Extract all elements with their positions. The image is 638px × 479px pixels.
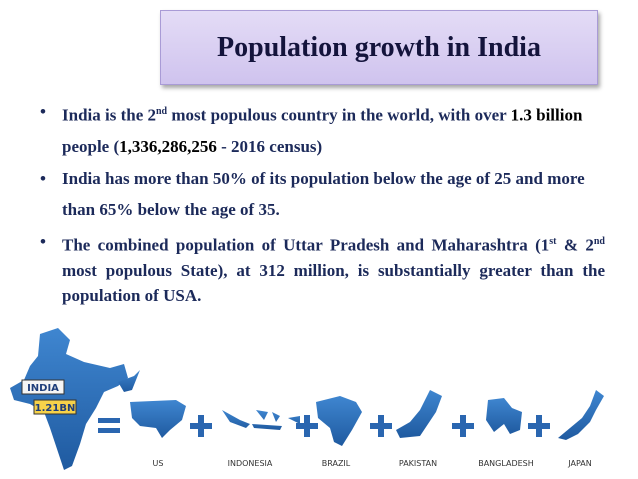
text: India is the 2 [62, 105, 156, 125]
india-badge [21, 379, 65, 395]
country-label: BRAZIL [322, 459, 351, 468]
bullet: • The combined population of Uttar Prade… [40, 232, 605, 305]
indonesia-map [222, 410, 300, 430]
us-map [130, 400, 186, 438]
bullet: • India is the 2nd most populous country… [40, 102, 583, 156]
population-graphic: INDIA 1.21BN US INDONESIA BRAZIL PAKISTAN BA… [10, 328, 604, 470]
title-box: Population growth in India [160, 10, 598, 85]
text: most populous country in the world, with… [167, 105, 511, 125]
india-label: INDIA [27, 383, 59, 394]
text: - 2016 census) [216, 136, 323, 156]
plus-signs [190, 415, 550, 437]
superscript: nd [156, 106, 168, 117]
country-label: JAPAN [567, 459, 591, 468]
bangladesh-map [486, 398, 522, 434]
text: The combined population of Uttar Pradesh… [62, 235, 550, 255]
japan-map [558, 390, 604, 440]
country-label: INDONESIA [228, 459, 273, 468]
equals-sign [98, 428, 120, 433]
india-map [118, 370, 140, 392]
pakistan-map [396, 390, 442, 438]
india-population: 1.21BN [35, 403, 76, 414]
country-label: PAKISTAN [399, 459, 437, 468]
india-map [10, 328, 128, 470]
india-badge [33, 399, 77, 415]
country-label: US [153, 459, 164, 468]
bullet: • India has more than 50% of its populat… [40, 163, 605, 225]
superscript: nd [593, 236, 605, 247]
text: 1,336,286,256 [119, 136, 217, 156]
text: & 2 [556, 235, 594, 255]
text: 1.3 billion [510, 105, 583, 125]
superscript: st [549, 236, 557, 247]
text: most populous State), at 312 million, is… [62, 260, 605, 305]
country-label: BANGLADESH [478, 459, 534, 468]
equals-sign [98, 418, 120, 423]
text: people ( [62, 136, 120, 156]
brazil-map [316, 396, 362, 446]
text: India has more than 50% of its populatio… [62, 169, 585, 219]
title: Population growth in India [217, 31, 541, 63]
